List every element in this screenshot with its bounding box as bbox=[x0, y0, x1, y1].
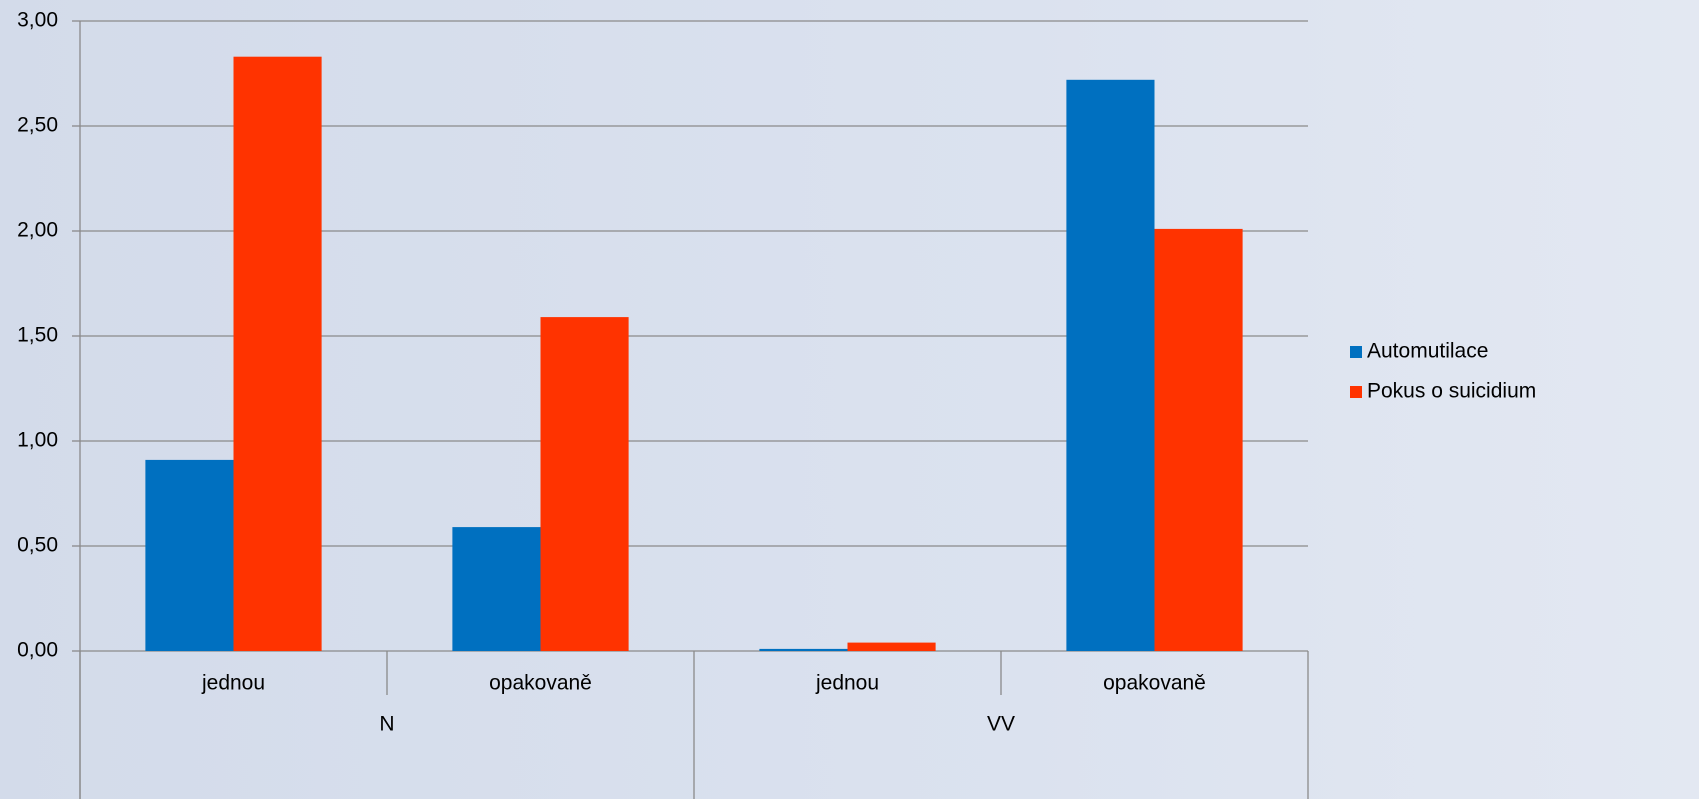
legend-label: Pokus o suicidium bbox=[1367, 380, 1536, 403]
bar bbox=[847, 642, 936, 651]
group-label: N bbox=[379, 713, 394, 736]
bar bbox=[1154, 228, 1243, 651]
x-tick-label: opakovaně bbox=[489, 672, 592, 695]
x-tick-label: opakovaně bbox=[1103, 672, 1206, 695]
bar bbox=[759, 648, 848, 651]
bar bbox=[233, 56, 322, 651]
bar bbox=[1066, 79, 1155, 652]
bar bbox=[540, 317, 629, 651]
y-tick-label: 0,50 bbox=[17, 534, 58, 557]
legend-swatch bbox=[1350, 346, 1362, 358]
legend-swatch bbox=[1350, 386, 1362, 398]
y-tick-label: 1,00 bbox=[17, 429, 58, 452]
y-tick-label: 0,00 bbox=[17, 639, 58, 662]
group-label: VV bbox=[987, 713, 1015, 736]
legend-label: Automutilace bbox=[1367, 340, 1488, 363]
y-tick-label: 2,00 bbox=[17, 219, 58, 242]
x-tick-label: jednou bbox=[815, 672, 879, 695]
y-tick-label: 3,00 bbox=[17, 9, 58, 32]
y-tick-label: 2,50 bbox=[17, 114, 58, 137]
bar bbox=[452, 527, 541, 651]
bar bbox=[145, 459, 234, 651]
x-tick-label: jednou bbox=[201, 672, 265, 695]
y-tick-label: 1,50 bbox=[17, 324, 58, 347]
